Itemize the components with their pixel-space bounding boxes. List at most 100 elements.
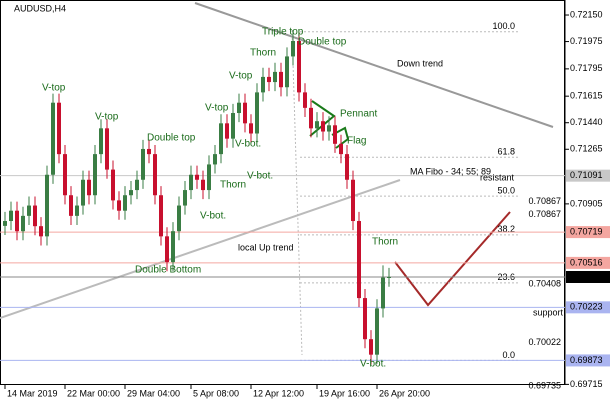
- pattern-label: Flag: [347, 136, 366, 147]
- candle-body: [303, 92, 307, 108]
- candle-body: [15, 210, 19, 232]
- candle-body: [141, 148, 145, 180]
- pattern-label: V-bot.: [360, 359, 386, 370]
- pattern-label: Triple top: [262, 27, 304, 38]
- candle-body: [51, 102, 55, 175]
- candle-body: [75, 205, 79, 216]
- level-box: [566, 354, 610, 367]
- x-tick-label: 12 Apr 12:00: [253, 388, 304, 398]
- trend-label: resistant: [480, 172, 515, 182]
- y-tick-label: 0.71265: [570, 144, 603, 154]
- price-note: 0.70408: [528, 279, 561, 289]
- candle-body: [219, 123, 223, 155]
- level-label: 0.70423: [570, 271, 603, 281]
- candle-body: [135, 179, 139, 191]
- candle-body: [231, 113, 235, 139]
- candle-body: [9, 210, 13, 222]
- candle-body: [267, 76, 271, 83]
- candle-body: [81, 179, 85, 206]
- pattern-label: V-top: [229, 71, 253, 82]
- y-tick-label: 0.71795: [570, 63, 603, 73]
- fibo-label: 100.0: [492, 21, 515, 31]
- candle-body: [57, 102, 61, 155]
- x-tick-label: 29 Mar 04:00: [127, 388, 180, 398]
- candle-body: [237, 102, 241, 114]
- pattern-label: V-top: [42, 83, 66, 94]
- candle-body: [309, 107, 313, 129]
- down-trend-line: [194, 2, 554, 128]
- y-tick-label: 0.70905: [570, 198, 603, 208]
- candle-body: [171, 231, 175, 263]
- level-label: 0.71091: [570, 170, 603, 180]
- candle-body: [105, 128, 109, 170]
- candle-body: [345, 154, 349, 180]
- candle-body: [123, 195, 127, 211]
- candle-body: [381, 277, 385, 309]
- candle-body: [21, 215, 25, 232]
- price-note: 0.69735: [528, 381, 561, 391]
- candle-body: [333, 125, 337, 144]
- candle-body: [117, 200, 121, 211]
- x-tick-label: 19 Apr 16:00: [319, 388, 370, 398]
- pattern-label: Pennant: [340, 109, 377, 120]
- candle-body: [327, 125, 331, 132]
- candle-body: [249, 123, 253, 134]
- candle-body: [177, 205, 181, 232]
- candle-body: [189, 174, 193, 191]
- candle-body: [93, 154, 97, 196]
- level-box: [566, 301, 610, 314]
- candle-body: [261, 76, 265, 93]
- candle-body: [273, 71, 277, 83]
- pattern-label: Thorn: [250, 48, 276, 59]
- pattern-label: V-bot.: [235, 139, 261, 150]
- price-note: 0.70867: [528, 209, 561, 219]
- pattern-label: V-bot.: [247, 171, 273, 182]
- level-label: 0.70516: [570, 257, 603, 267]
- projection: [394, 211, 511, 307]
- candle-body: [147, 148, 151, 155]
- pattern-label: V-top: [205, 103, 229, 114]
- candle-body: [165, 236, 169, 263]
- pattern-label: Double top: [298, 37, 347, 48]
- up-trend-line: [0, 179, 401, 319]
- candle-body: [285, 56, 289, 88]
- candle-body: [195, 174, 199, 180]
- candle-body: [201, 179, 205, 191]
- fibo-label: 61.8: [497, 147, 515, 157]
- candle-body: [153, 154, 157, 196]
- trend-label: local Up trend: [238, 242, 294, 252]
- candle-body: [279, 71, 283, 88]
- pennant-shape: [309, 100, 336, 137]
- candle-body: [159, 195, 163, 237]
- level-box: [566, 169, 610, 182]
- candle-body: [213, 154, 217, 165]
- candle-body: [99, 128, 103, 155]
- candle-body: [207, 164, 211, 191]
- candle-body: [369, 339, 373, 355]
- candle-body: [255, 92, 259, 134]
- candle-body: [357, 221, 361, 299]
- trend-label: Down trend: [397, 58, 443, 68]
- candle-body: [297, 40, 301, 93]
- candle-body: [111, 169, 115, 201]
- chart-title: AUDUSD,H4: [14, 3, 66, 13]
- pattern-label: V-top: [95, 112, 119, 123]
- level-box: [566, 226, 610, 239]
- pattern-label: Thorn: [220, 180, 246, 191]
- pattern-label: Thorn: [372, 237, 398, 248]
- y-tick-label: 0.71440: [570, 117, 603, 127]
- y-tick-label: 0.71975: [570, 36, 603, 46]
- candle-body: [351, 179, 355, 222]
- candle-body: [63, 154, 67, 196]
- x-tick-label: 5 Apr 08:00: [193, 388, 239, 398]
- candle-body: [387, 276, 391, 278]
- price-note: 0.70022: [528, 337, 561, 347]
- pattern-label: Double Bottom: [135, 265, 201, 276]
- candle-body: [243, 102, 247, 124]
- candle-body: [321, 121, 325, 132]
- pattern-label: Double top: [147, 133, 196, 144]
- pattern-label: V-bot.: [200, 211, 226, 222]
- candle-body: [291, 40, 295, 57]
